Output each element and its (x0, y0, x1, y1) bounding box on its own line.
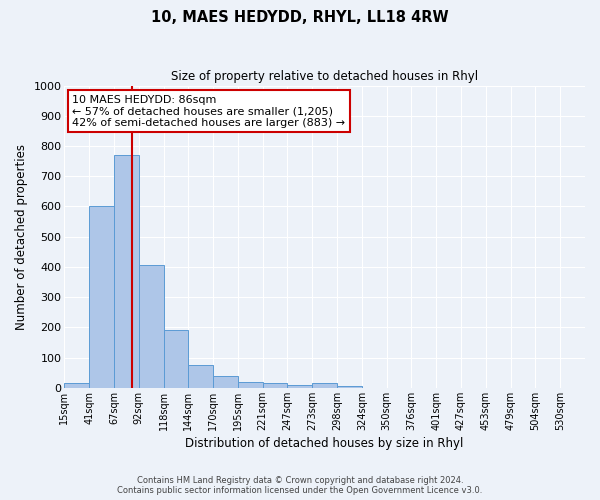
Bar (114, 155, 139, 388)
Title: Size of property relative to detached houses in Rhyl: Size of property relative to detached ho… (171, 70, 478, 83)
Bar (263, 383, 287, 388)
Bar (188, 365, 213, 388)
X-axis label: Distribution of detached houses by size in Rhyl: Distribution of detached houses by size … (185, 437, 464, 450)
Y-axis label: Number of detached properties: Number of detached properties (15, 144, 28, 330)
Bar (337, 386, 362, 388)
Bar (89, 206, 114, 388)
Bar (238, 382, 263, 388)
Bar (164, 330, 188, 388)
Bar (287, 385, 312, 388)
Bar (64, 384, 89, 388)
Text: 10, MAES HEDYDD, RHYL, LL18 4RW: 10, MAES HEDYDD, RHYL, LL18 4RW (151, 10, 449, 25)
Bar (139, 266, 164, 388)
Bar (213, 376, 238, 388)
Text: 10 MAES HEDYDD: 86sqm
← 57% of detached houses are smaller (1,205)
42% of semi-d: 10 MAES HEDYDD: 86sqm ← 57% of detached … (72, 94, 345, 128)
Bar (312, 384, 337, 388)
Text: Contains HM Land Registry data © Crown copyright and database right 2024.
Contai: Contains HM Land Registry data © Crown c… (118, 476, 482, 495)
